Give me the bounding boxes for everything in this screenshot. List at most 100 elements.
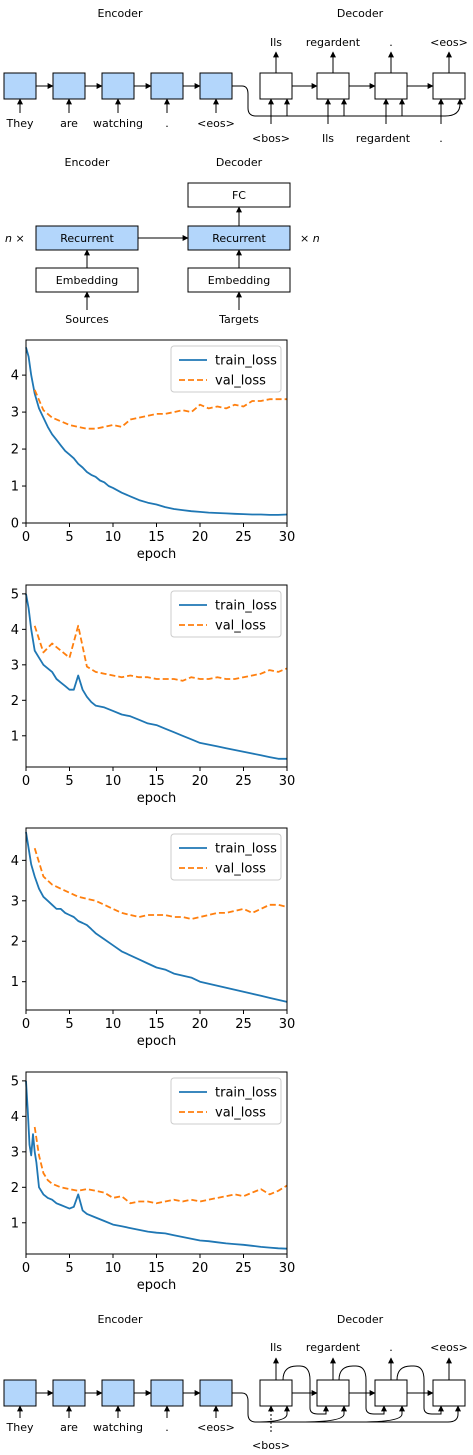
attn-decoder-block-2: [316, 1379, 350, 1407]
y-tick-label: 5: [11, 1074, 19, 1089]
y-tick-label: 1: [11, 729, 19, 744]
x-axis-label: epoch: [137, 1034, 177, 1049]
y-tick-label: 3: [11, 894, 19, 909]
x-tick-label: 20: [192, 530, 209, 545]
y-tick-label: 3: [11, 1145, 19, 1160]
enc-input-they: They: [6, 117, 34, 130]
attn-decoder-title: Decoder: [337, 1313, 384, 1326]
attn-dec-output-regardent: regardent: [306, 1341, 361, 1354]
enc-input-are: are: [60, 117, 78, 130]
series-line-train-loss: [25, 347, 288, 516]
decoder-block-1: [259, 72, 293, 100]
encoder-block-5: [199, 72, 233, 100]
y-tick-label: 2: [11, 1181, 19, 1196]
x-tick-label: 0: [22, 530, 30, 545]
attn-enc-input-watching: watching: [93, 1421, 143, 1434]
x-tick-label: 10: [105, 774, 122, 789]
loss-charts: 0 5 10 15 20 25 3001234epochtrain_lossval_loss…: [11, 339, 296, 1293]
x-tick-label: 5: [65, 530, 73, 545]
series-line-train-loss: [25, 593, 287, 760]
y-tick-label: 0: [11, 517, 19, 532]
x-axis-label: epoch: [137, 547, 177, 562]
legend-label: train_loss: [215, 842, 277, 857]
fc-box: [187, 182, 291, 208]
series-line-val-loss: [33, 1126, 288, 1205]
legend-label: val_loss: [215, 374, 266, 389]
legend-label: val_loss: [215, 1106, 266, 1121]
attn-encoder-block-2: [52, 1379, 86, 1407]
attn-encoder-title: Encoder: [98, 1313, 143, 1326]
legend-label: val_loss: [215, 619, 266, 634]
attn-decoder-block-1: [259, 1379, 293, 1407]
targets-label: Targets: [218, 313, 259, 326]
y-tick-label: 1: [11, 480, 19, 495]
x-tick-label: 30: [279, 1261, 296, 1276]
attn-enc-input-eos: <eos>: [197, 1421, 235, 1434]
decoder-block-4: [432, 72, 466, 100]
x-tick-label: 0: [22, 1261, 30, 1276]
encoder-block-3: [101, 72, 135, 100]
legend-label: train_loss: [215, 1086, 277, 1101]
attn-dec-output-eos: <eos>: [430, 1341, 468, 1354]
series-line-val-loss: [33, 624, 288, 682]
arch-encoder-title: Encoder: [65, 156, 110, 169]
x-tick-label: 10: [105, 1017, 122, 1032]
x-tick-label: 25: [235, 774, 252, 789]
architecture-diagram: Encoder Decoder FC Recurrent Recurrent E…: [5, 156, 320, 326]
x-tick-label: 30: [279, 774, 296, 789]
encoder-block-4: [150, 72, 184, 100]
series-line-train-loss: [25, 1080, 288, 1250]
right-repeat-label: × n: [300, 232, 320, 245]
enc-input-eos: <eos>: [197, 117, 235, 130]
series-line-val-loss: [33, 847, 288, 920]
x-tick-label: 5: [65, 1261, 73, 1276]
y-tick-label: 4: [11, 623, 19, 638]
y-tick-label: 4: [11, 369, 19, 384]
x-tick-label: 15: [148, 1017, 165, 1032]
loss-chart-3: 0 5 10 15 20 25 30 1 2 3 4 epoch train_loss val_loss: [11, 827, 295, 1049]
dec-output-eos: <eos>: [430, 36, 468, 49]
attn-dec-output-period: .: [389, 1341, 393, 1354]
encoder-recurrent-label: Recurrent: [60, 232, 114, 245]
dec-output-ils: Ils: [270, 36, 282, 49]
x-tick-label: 25: [235, 1261, 252, 1276]
enc-input-watching: watching: [93, 117, 143, 130]
y-tick-label: 5: [11, 587, 19, 602]
decoder-recurrent-label: Recurrent: [212, 232, 266, 245]
y-tick-label: 3: [11, 658, 19, 673]
y-tick-label: 2: [11, 443, 19, 458]
arch-decoder-title: Decoder: [216, 156, 263, 169]
y-tick-label: 3: [11, 406, 19, 421]
x-tick-label: 5: [65, 774, 73, 789]
loss-chart-1: 0 5 10 15 20 25 30 0 1 2 3 4 epoch train_loss val_loss: [11, 339, 295, 562]
x-tick-label: 0: [22, 1017, 30, 1032]
dec-output-period: .: [389, 36, 393, 49]
encoder-title: Encoder: [98, 7, 143, 20]
attn-feedback-1: [282, 1365, 329, 1415]
decoder-block-3: [374, 72, 408, 100]
attention-seq-diagram: Encoder Decoder They are watching . <eos…: [3, 1313, 468, 1452]
series-line-val-loss: [33, 389, 287, 430]
seq2seq-diagram: Encoder Decoder They are watching . <eos…: [3, 7, 468, 145]
encoder-embedding-label: Embedding: [56, 274, 118, 287]
enc-input-period: .: [165, 117, 169, 130]
fc-label: FC: [232, 189, 246, 202]
x-tick-label: 5: [65, 1017, 73, 1032]
x-tick-label: 15: [148, 774, 165, 789]
attn-decoder-block-4: [432, 1379, 466, 1407]
x-tick-label: 25: [235, 530, 252, 545]
attn-context-to-dec-3: [359, 1405, 405, 1423]
x-tick-label: 10: [105, 1261, 122, 1276]
dec-input-bos: <bos>: [252, 132, 290, 145]
context-to-dec-4: [444, 98, 463, 117]
encoder-recurrent-box: [35, 225, 139, 251]
attn-enc-input-are: are: [60, 1421, 78, 1434]
encoder-block-2: [52, 72, 86, 100]
attn-context-path: [232, 1392, 461, 1423]
x-axis-label: epoch: [137, 791, 177, 806]
decoder-embedding-label: Embedding: [208, 274, 270, 287]
encoder-block-1: [3, 72, 37, 100]
attn-dec-input-bos: <bos>: [252, 1439, 290, 1452]
attn-feedback-2: [338, 1365, 387, 1415]
